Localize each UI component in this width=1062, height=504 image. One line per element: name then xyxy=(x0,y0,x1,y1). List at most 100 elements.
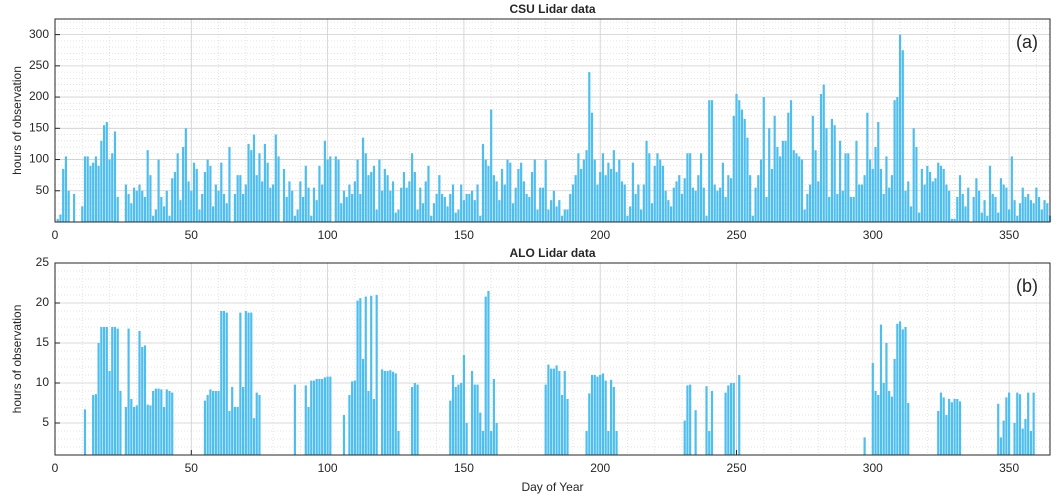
bar xyxy=(1032,392,1035,455)
bar xyxy=(67,190,70,222)
bar xyxy=(928,172,932,222)
bar xyxy=(361,137,365,222)
bar xyxy=(907,403,910,455)
bar xyxy=(640,209,643,222)
bar xyxy=(800,159,804,222)
bar xyxy=(653,165,656,222)
bar xyxy=(945,415,948,455)
bar xyxy=(291,190,294,222)
bar xyxy=(719,187,722,222)
bar xyxy=(160,197,163,222)
bar xyxy=(92,162,95,222)
bar xyxy=(530,172,534,222)
y-tick-label: 5 xyxy=(42,415,49,429)
bar xyxy=(143,345,147,455)
bar xyxy=(806,193,809,222)
bar xyxy=(356,300,359,455)
bar xyxy=(506,159,509,222)
bar xyxy=(127,328,130,455)
bar xyxy=(391,181,395,222)
bar xyxy=(937,162,940,222)
bar xyxy=(113,131,117,222)
bar xyxy=(547,209,550,222)
bar xyxy=(340,203,343,222)
bar xyxy=(495,181,498,222)
bar xyxy=(359,193,362,222)
bar xyxy=(604,380,607,455)
bar xyxy=(683,178,686,222)
bar xyxy=(1016,392,1019,455)
bar xyxy=(945,184,948,222)
y-tick-label: 20 xyxy=(36,295,50,309)
bar xyxy=(948,190,951,222)
bar xyxy=(759,159,763,222)
bar xyxy=(154,209,157,222)
bar xyxy=(214,391,217,455)
bar xyxy=(212,391,215,455)
bar xyxy=(738,100,741,222)
y-tick-label: 10 xyxy=(36,375,50,389)
bar xyxy=(301,197,305,222)
bar xyxy=(950,402,953,455)
bar xyxy=(239,175,242,222)
bar xyxy=(604,175,607,222)
bar xyxy=(569,193,572,222)
bar xyxy=(634,193,637,222)
bar xyxy=(190,190,193,222)
bar xyxy=(514,187,517,222)
bar xyxy=(105,122,108,222)
bar xyxy=(342,415,346,455)
bar xyxy=(351,193,354,222)
bar xyxy=(1013,200,1016,222)
bar xyxy=(746,137,749,222)
bar xyxy=(94,394,97,455)
bar xyxy=(130,399,133,455)
bar xyxy=(705,386,708,455)
bar xyxy=(860,184,863,222)
bar xyxy=(252,134,256,222)
bar xyxy=(470,190,474,222)
x-tick-label: 150 xyxy=(454,461,474,475)
bar xyxy=(618,159,621,222)
bar xyxy=(334,156,337,222)
bar xyxy=(511,203,515,222)
bar xyxy=(307,407,310,455)
bar xyxy=(798,156,801,222)
bar xyxy=(157,388,160,455)
bar xyxy=(282,168,286,222)
bar xyxy=(108,371,111,455)
bar xyxy=(729,383,733,455)
bar xyxy=(329,376,332,455)
bar xyxy=(708,431,711,455)
bar xyxy=(721,162,724,222)
bar xyxy=(1029,431,1033,455)
bar xyxy=(607,162,610,222)
bar xyxy=(449,193,452,222)
bar xyxy=(198,209,201,222)
bar xyxy=(427,165,430,222)
bar xyxy=(882,383,885,455)
bar xyxy=(479,412,482,455)
chart-title: CSU Lidar data xyxy=(509,2,595,16)
bar xyxy=(481,431,485,455)
bar xyxy=(435,193,438,222)
bar xyxy=(1008,209,1011,222)
bar xyxy=(179,200,182,222)
bar xyxy=(203,172,207,222)
bar xyxy=(890,175,893,222)
bar xyxy=(599,172,602,222)
bar xyxy=(492,175,495,222)
bar xyxy=(623,184,626,222)
bar xyxy=(727,385,730,455)
bar xyxy=(558,200,561,222)
bar xyxy=(209,389,212,455)
bar xyxy=(904,190,907,222)
bar xyxy=(1032,203,1035,222)
bar xyxy=(566,209,569,222)
bar xyxy=(413,172,416,222)
bar xyxy=(367,391,370,455)
bar xyxy=(323,140,326,222)
bar xyxy=(942,397,945,455)
bar xyxy=(560,215,564,222)
bar xyxy=(261,181,264,222)
